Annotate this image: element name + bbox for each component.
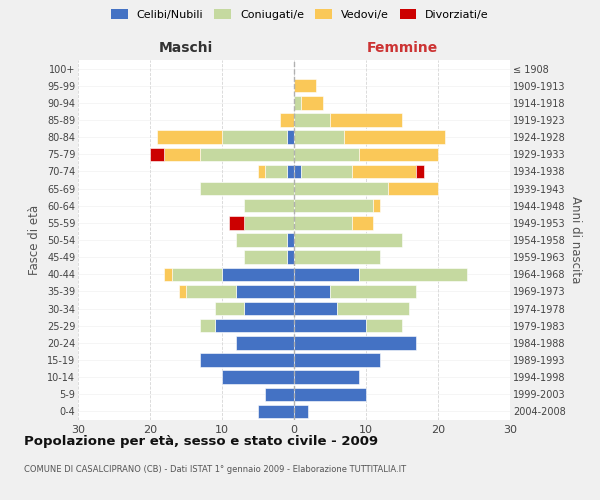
Bar — [164, 148, 200, 161]
Bar — [287, 234, 294, 246]
Bar — [344, 130, 445, 144]
Bar — [294, 370, 359, 384]
Bar — [179, 284, 186, 298]
Bar — [294, 164, 301, 178]
Bar — [222, 130, 287, 144]
Bar — [244, 216, 294, 230]
Bar — [294, 130, 344, 144]
Bar — [294, 404, 308, 418]
Bar — [280, 114, 294, 126]
Bar — [294, 354, 380, 366]
Bar — [258, 164, 265, 178]
Bar — [294, 388, 366, 401]
Legend: Celibi/Nubili, Coniugati/e, Vedovi/e, Divorziati/e: Celibi/Nubili, Coniugati/e, Vedovi/e, Di… — [108, 6, 492, 23]
Bar — [352, 216, 373, 230]
Bar — [287, 250, 294, 264]
Bar — [301, 164, 352, 178]
Y-axis label: Fasce di età: Fasce di età — [28, 205, 41, 275]
Text: COMUNE DI CASALCIPRANO (CB) - Dati ISTAT 1° gennaio 2009 - Elaborazione TUTTITAL: COMUNE DI CASALCIPRANO (CB) - Dati ISTAT… — [24, 465, 406, 474]
Bar — [294, 148, 359, 161]
Bar — [215, 302, 244, 316]
Bar — [359, 268, 467, 281]
Bar — [294, 250, 380, 264]
Bar — [294, 284, 330, 298]
Text: Maschi: Maschi — [159, 41, 213, 55]
Bar — [366, 319, 402, 332]
Bar — [294, 234, 402, 246]
Bar — [200, 148, 294, 161]
Bar — [287, 164, 294, 178]
Bar — [222, 268, 294, 281]
Bar — [265, 164, 287, 178]
Bar — [236, 284, 294, 298]
Bar — [294, 182, 388, 196]
Bar — [301, 96, 323, 110]
Text: Femmine: Femmine — [367, 41, 437, 55]
Bar — [294, 96, 301, 110]
Bar — [294, 79, 316, 92]
Bar — [359, 148, 438, 161]
Bar — [294, 216, 352, 230]
Bar — [294, 114, 330, 126]
Bar — [244, 302, 294, 316]
Bar — [157, 130, 222, 144]
Bar — [258, 404, 294, 418]
Bar — [294, 268, 359, 281]
Text: Popolazione per età, sesso e stato civile - 2009: Popolazione per età, sesso e stato civil… — [24, 435, 378, 448]
Bar — [236, 234, 287, 246]
Bar — [294, 199, 373, 212]
Bar — [229, 216, 244, 230]
Bar — [265, 388, 294, 401]
Bar — [294, 302, 337, 316]
Bar — [337, 302, 409, 316]
Bar — [236, 336, 294, 349]
Bar — [200, 319, 215, 332]
Bar — [200, 182, 294, 196]
Bar — [294, 336, 416, 349]
Bar — [164, 268, 172, 281]
Bar — [172, 268, 222, 281]
Bar — [416, 164, 424, 178]
Bar — [200, 354, 294, 366]
Bar — [215, 319, 294, 332]
Bar — [330, 284, 416, 298]
Bar — [244, 199, 294, 212]
Y-axis label: Anni di nascita: Anni di nascita — [569, 196, 582, 284]
Bar — [388, 182, 438, 196]
Bar — [330, 114, 402, 126]
Bar — [150, 148, 164, 161]
Bar — [244, 250, 287, 264]
Bar — [352, 164, 416, 178]
Bar — [186, 284, 236, 298]
Bar — [287, 130, 294, 144]
Bar — [373, 199, 380, 212]
Bar — [294, 319, 366, 332]
Bar — [222, 370, 294, 384]
